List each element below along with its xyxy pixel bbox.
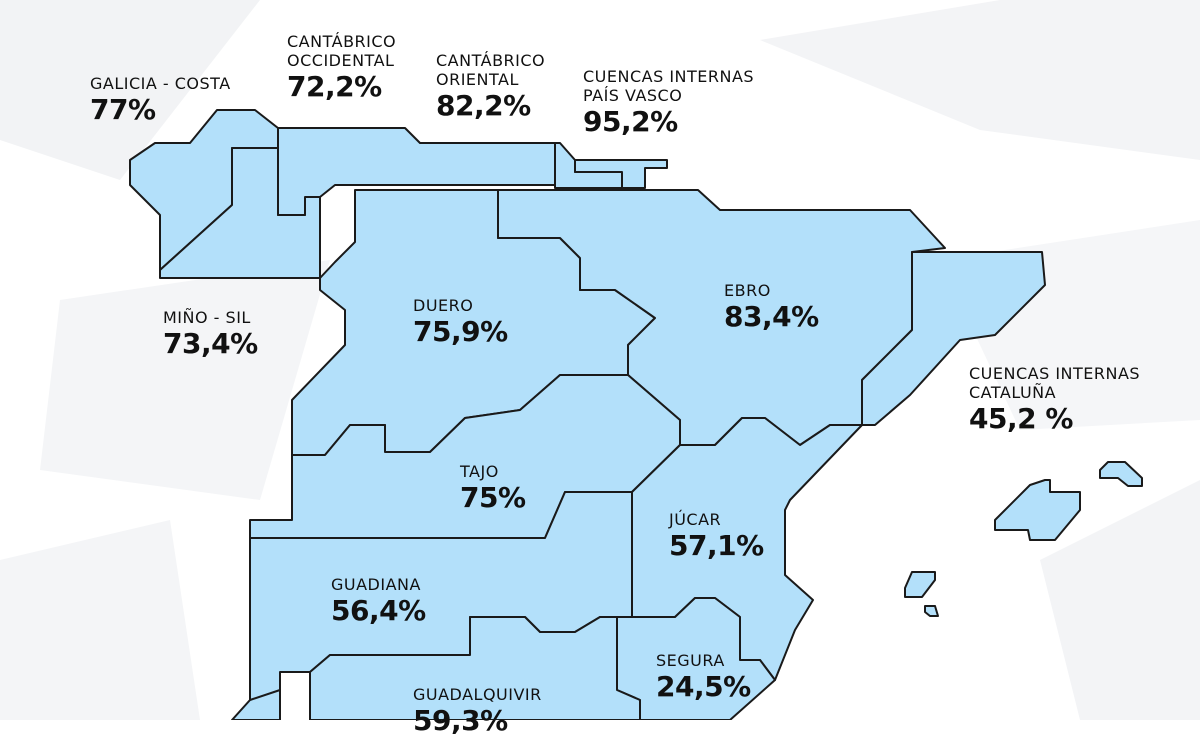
region-value: 56,4% (331, 594, 426, 627)
label-cantabrico-occidental: CANTÁBRICO OCCIDENTAL 72,2% (287, 32, 396, 101)
label-guadiana: GUADIANA 56,4% (331, 575, 426, 625)
region-value: 82,2% (436, 89, 531, 122)
region-value: 72,2% (287, 70, 382, 103)
region-value: 95,2% (583, 105, 678, 138)
basin-map (129, 109, 1143, 720)
region-cantabrico-occidental[interactable] (277, 127, 556, 216)
island-ibiza (904, 571, 936, 598)
region-name: CANTÁBRICO OCCIDENTAL (287, 32, 397, 70)
label-cuencas-internas-pais-vasco: CUENCAS INTERNAS PAÍS VASCO 95,2% (583, 67, 754, 136)
region-name: EBRO (724, 281, 771, 300)
region-name: CUENCAS INTERNAS CATALUÑA (969, 364, 1141, 402)
region-south-west (231, 689, 281, 720)
label-cuencas-internas-cataluna: CUENCAS INTERNAS CATALUÑA 45,2 % (969, 364, 1140, 433)
region-name: CUENCAS INTERNAS PAÍS VASCO (583, 67, 755, 105)
region-guadalquivir[interactable] (309, 616, 641, 720)
region-value: 57,1% (669, 529, 764, 562)
region-name: JÚCAR (669, 510, 722, 529)
island-menorca (1099, 461, 1143, 487)
region-name: DUERO (413, 296, 474, 315)
label-mino-sil: MIÑO - SIL 73,4% (163, 308, 258, 358)
region-value: 75,9% (413, 315, 508, 348)
region-value: 73,4% (163, 327, 258, 360)
region-value: 83,4% (724, 300, 819, 333)
region-cuencas-internas-pais-vasco[interactable] (574, 159, 668, 189)
region-name: CANTÁBRICO ORIENTAL (436, 51, 546, 89)
label-guadalquivir: GUADALQUIVIR 59,3% (413, 685, 542, 735)
region-name: GALICIA - COSTA (90, 74, 231, 93)
label-galicia-costa: GALICIA - COSTA 77% (90, 74, 231, 124)
island-formentera (924, 605, 939, 617)
region-value: 77% (90, 93, 156, 126)
region-name: GUADALQUIVIR (413, 685, 542, 704)
region-value: 45,2 % (969, 402, 1073, 435)
region-value: 24,5% (656, 670, 751, 703)
region-name: MIÑO - SIL (163, 308, 251, 327)
region-name: TAJO (460, 462, 499, 481)
region-name: SEGURA (656, 651, 725, 670)
label-tajo: TAJO 75% (460, 462, 526, 512)
label-cantabrico-oriental: CANTÁBRICO ORIENTAL 82,2% (436, 51, 545, 120)
region-name: GUADIANA (331, 575, 421, 594)
island-mallorca (994, 479, 1081, 541)
background-pattern (0, 0, 1200, 720)
label-segura: SEGURA 24,5% (656, 651, 751, 701)
label-duero: DUERO 75,9% (413, 296, 508, 346)
region-value: 59,3% (413, 704, 508, 737)
label-ebro: EBRO 83,4% (724, 281, 819, 331)
region-cuencas-internas-cataluna[interactable] (861, 251, 1046, 426)
label-jucar: JÚCAR 57,1% (669, 510, 764, 560)
region-value: 75% (460, 481, 526, 514)
